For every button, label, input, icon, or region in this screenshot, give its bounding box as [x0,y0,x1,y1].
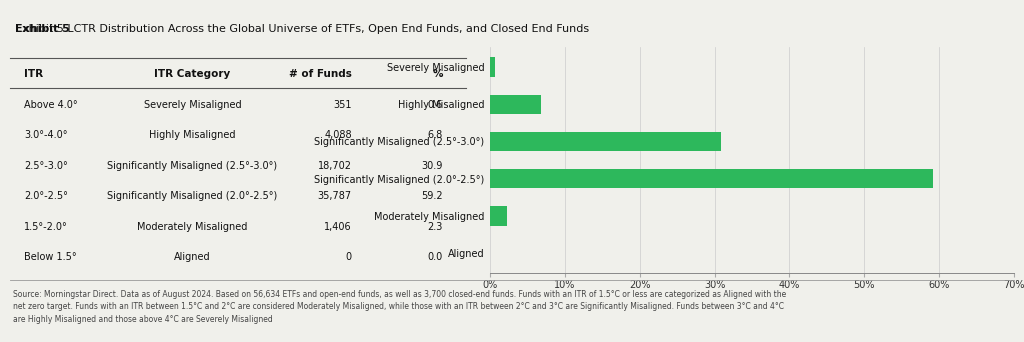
Text: Severely Misaligned: Severely Misaligned [143,100,242,110]
Text: 2.3: 2.3 [427,222,442,232]
Text: 18,702: 18,702 [317,161,352,171]
Text: Exhibit 5 LCTR Distribution Across the Global Universe of ETFs, Open End Funds, : Exhibit 5 LCTR Distribution Across the G… [15,24,590,34]
Text: Above 4.0°: Above 4.0° [24,100,78,110]
Text: 35,787: 35,787 [317,192,352,201]
Bar [490,169,933,188]
Text: Highly Misaligned: Highly Misaligned [150,130,236,140]
Text: %: % [432,69,442,79]
Text: 3.0°-4.0°: 3.0°-4.0° [24,130,68,140]
Text: 351: 351 [333,100,352,110]
Text: 30.9: 30.9 [422,161,442,171]
Text: 4,088: 4,088 [325,130,352,140]
Text: Significantly Misaligned (2.5°-3.0°): Significantly Misaligned (2.5°-3.0°) [108,161,278,171]
Bar [490,132,721,151]
Text: 0.0: 0.0 [428,252,442,262]
Text: 2.0°-2.5°: 2.0°-2.5° [24,192,68,201]
Bar [490,57,495,77]
Text: Aligned: Aligned [174,252,211,262]
Text: 2.5°-3.0°: 2.5°-3.0° [24,161,68,171]
Text: 1.5°-2.0°: 1.5°-2.0° [24,222,68,232]
Bar [490,94,541,114]
Text: # of Funds: # of Funds [289,69,352,79]
Text: Source: Morningstar Direct. Data as of August 2024. Based on 56,634 ETFs and ope: Source: Morningstar Direct. Data as of A… [13,290,786,324]
Text: 1,406: 1,406 [325,222,352,232]
Text: Moderately Misaligned: Moderately Misaligned [137,222,248,232]
Text: 6.8: 6.8 [428,130,442,140]
Text: ITR: ITR [24,69,43,79]
Text: Exhibit 5: Exhibit 5 [15,24,70,34]
Text: 59.2: 59.2 [421,192,442,201]
Text: Below 1.5°: Below 1.5° [24,252,77,262]
Text: 0: 0 [346,252,352,262]
Bar [490,206,507,226]
Text: ITR Category: ITR Category [155,69,230,79]
Text: 0.6: 0.6 [428,100,442,110]
Text: Significantly Misaligned (2.0°-2.5°): Significantly Misaligned (2.0°-2.5°) [108,192,278,201]
